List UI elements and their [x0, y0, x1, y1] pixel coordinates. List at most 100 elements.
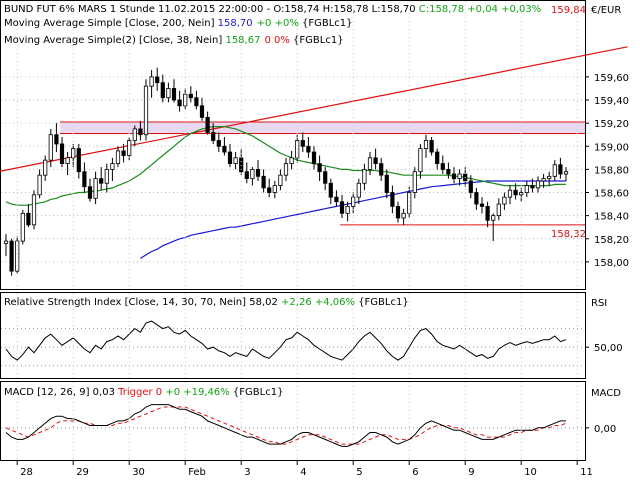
candle-body [440, 163, 445, 170]
candle-body [384, 174, 389, 193]
time-tick-label: 6 [412, 467, 418, 478]
price-candles [3, 67, 569, 276]
candle-body [26, 212, 31, 226]
macd-legend: MACD [12, 26, 9] 0,03 Trigger 0 +0 +19,4… [4, 387, 283, 398]
candle-body [43, 159, 48, 176]
candle-body [345, 205, 350, 214]
header-main: BUND FUT 6% MARS 1 Stunde 11.02.2015 22:… [4, 4, 419, 15]
candle-body [250, 168, 255, 180]
candle-body [513, 189, 518, 196]
candle-body [328, 182, 333, 198]
candle-body [115, 150, 121, 165]
time-tick-label: 30 [132, 467, 145, 478]
rsi-group: 50,00 [1, 320, 623, 367]
candle-body [300, 140, 305, 147]
candle-body [37, 174, 42, 196]
candle-body [155, 76, 160, 84]
price-tick-label: 158,80 [594, 165, 629, 176]
candle-body [177, 99, 182, 107]
ma200-value: 158,70 [218, 18, 253, 29]
candle-body [255, 168, 261, 177]
header-line-3: Moving Average Simple(2) [Close, 38, Nei… [4, 35, 344, 46]
candle-body [311, 151, 317, 165]
price-panel-frame [0, 0, 586, 290]
candle-body [143, 85, 149, 136]
candle-body [457, 173, 462, 180]
price-tick-label: 159,60 [594, 73, 629, 84]
candle-body [289, 157, 294, 165]
candle-body [244, 171, 249, 180]
macd-group: 0,00 [1, 404, 616, 447]
candle-body [104, 168, 109, 184]
candle-body [9, 240, 14, 272]
candle-body [435, 151, 440, 165]
rsi-source: {FGBLc1} [355, 297, 409, 308]
candle-body [194, 97, 199, 107]
time-tick-label: Feb [188, 467, 206, 478]
candle-body [211, 131, 216, 141]
time-tick-label: 29 [76, 467, 89, 478]
price-tick-label: 159,40 [594, 96, 629, 107]
ma200-source: {FGBLc1} [299, 18, 353, 29]
macd-line [5, 404, 566, 447]
candle-body [278, 174, 283, 186]
candle-body [496, 203, 501, 217]
candle-body [367, 157, 373, 170]
candle-body [222, 145, 227, 153]
ma38-change: 0 0% [264, 35, 289, 46]
header-line-1: BUND FUT 6% MARS 1 Stunde 11.02.2015 22:… [4, 4, 541, 15]
candle-body [31, 194, 37, 226]
candle-body [379, 163, 384, 176]
rsi-legend-text: Relative Strength Index [Close, 14, 30, … [4, 297, 281, 308]
candle-body [199, 105, 205, 118]
candle-body [261, 175, 266, 189]
candle-body [563, 171, 569, 175]
candle-body [356, 182, 361, 198]
candle-body [3, 240, 9, 244]
candle-body [138, 128, 143, 136]
candle-body [491, 215, 496, 221]
candle-body [59, 143, 65, 165]
macd-axis-label: MACD [591, 388, 621, 399]
candle-body [362, 168, 367, 184]
rsi-change: +2,26 +4,06% [281, 297, 355, 308]
last-price-label: 159,84 [551, 5, 586, 16]
resistance-zone [60, 121, 585, 134]
macd-source: {FGBLc1} [230, 387, 284, 398]
candle-body [524, 185, 529, 193]
support-label: 158,32 [551, 229, 586, 240]
candle-body [20, 212, 25, 242]
candle-body [87, 186, 93, 199]
candle-body [93, 178, 98, 199]
candle-body [216, 140, 221, 147]
price-tick-label: 158,20 [594, 235, 629, 246]
ma200-legend-text: Moving Average Simple [Close, 200, Nein] [4, 18, 218, 29]
time-tick-label: 3 [244, 467, 250, 478]
candle-body [395, 205, 401, 219]
candle-body [451, 173, 457, 180]
ma38-line [5, 125, 566, 206]
candle-body [267, 187, 272, 193]
candle-body [183, 93, 188, 107]
candle-body [468, 180, 473, 193]
price-tick-label: 159,20 [594, 119, 629, 130]
candle-body [474, 192, 479, 205]
candle-body [76, 148, 81, 173]
price-tick-label: 158,40 [594, 212, 629, 223]
candle-body [149, 76, 154, 87]
candle-body [132, 128, 137, 141]
candle-body [541, 178, 546, 182]
header-close: C:158,78 +0,04 +0,03% [419, 4, 542, 15]
candle-body [339, 201, 345, 214]
unit-label: €/EUR [591, 5, 621, 16]
time-tick-label: 11 [580, 467, 593, 478]
candle-body [317, 163, 322, 173]
ma38-source: {FGBLc1} [290, 35, 344, 46]
candle-body [418, 148, 423, 173]
candle-body [110, 163, 115, 170]
candle-body [507, 189, 513, 198]
macd-panel-frame [0, 381, 586, 461]
candle-body [160, 82, 165, 99]
